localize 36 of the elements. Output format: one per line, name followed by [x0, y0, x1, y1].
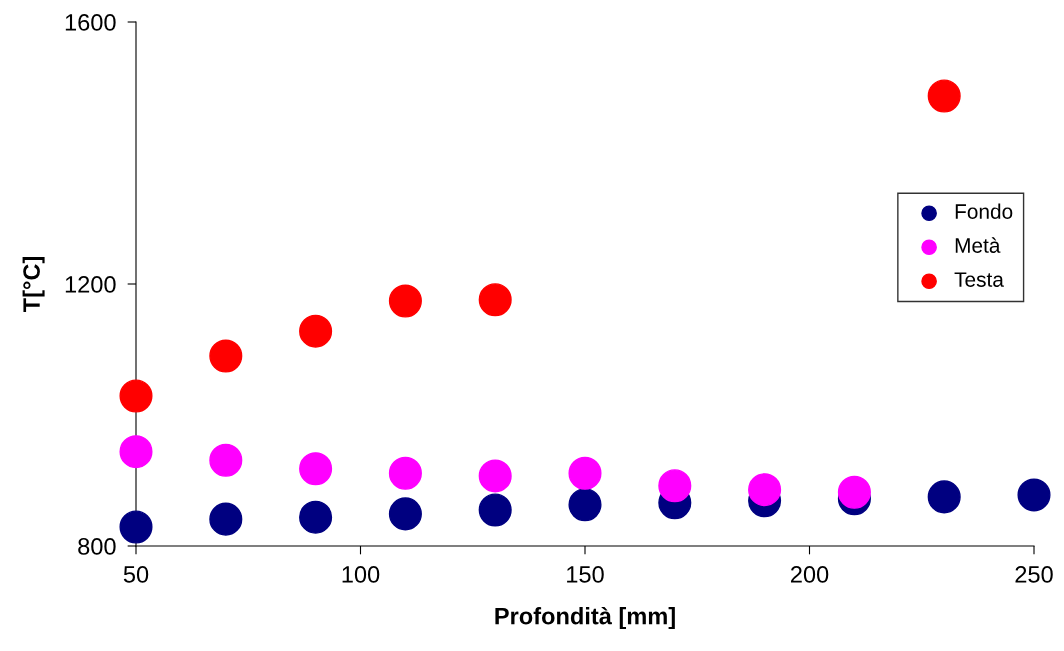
point: [299, 314, 333, 348]
point: [568, 456, 602, 490]
x-tick-label: 200: [790, 566, 829, 583]
point: [478, 493, 512, 527]
point: [478, 459, 512, 493]
point: [119, 435, 153, 469]
point: [478, 283, 512, 317]
y-tick-label: 1200: [65, 276, 116, 293]
point: [119, 379, 153, 413]
y-axis-title: T[°C]: [22, 257, 45, 313]
point: [658, 469, 692, 503]
point: [748, 473, 782, 507]
point: [1017, 478, 1051, 512]
point: [299, 500, 333, 534]
x-axis-title: Profondità [mm]: [495, 606, 675, 630]
point: [209, 502, 243, 536]
point: [568, 488, 602, 522]
point: [927, 480, 961, 514]
x-tick-label: 250: [1015, 566, 1053, 583]
legend-label: Testa: [954, 272, 1004, 287]
point: [388, 456, 422, 490]
y-tick-label: 1600: [65, 14, 116, 31]
point: [837, 475, 871, 509]
point: [119, 510, 153, 544]
point: [209, 339, 243, 373]
legend-label: Metà: [955, 237, 1001, 253]
x-tick-label: 50: [123, 566, 149, 583]
point: [388, 284, 422, 318]
point: [209, 443, 243, 477]
x-tick-label: 100: [342, 566, 380, 583]
legend-label: Fondo: [955, 203, 1013, 219]
point: [388, 497, 422, 531]
point: [927, 79, 961, 113]
y-tick-label: 800: [78, 538, 116, 555]
point: [299, 452, 333, 486]
x-tick-label: 150: [567, 566, 604, 583]
